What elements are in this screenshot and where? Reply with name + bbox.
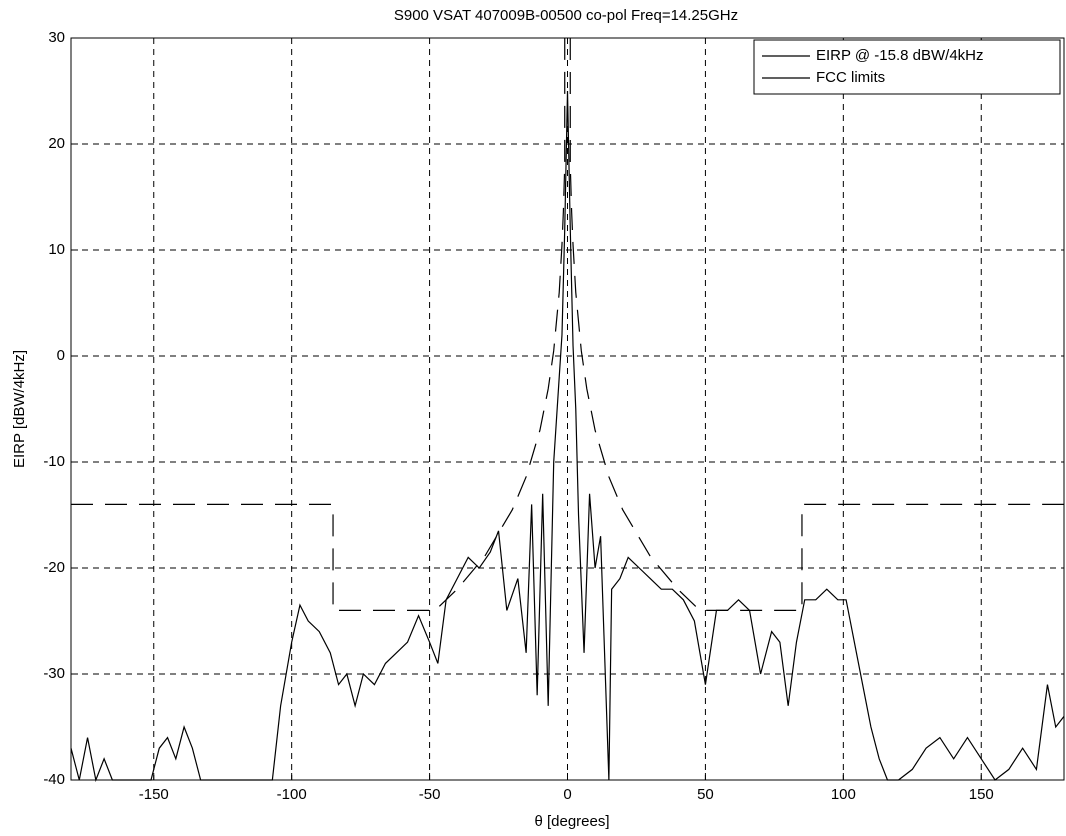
y-tick-label: -40	[43, 771, 65, 788]
x-tick-label: 150	[969, 786, 994, 803]
x-tick-label: -50	[419, 786, 441, 803]
x-tick-label: 50	[697, 786, 714, 803]
x-tick-label: 0	[563, 786, 571, 803]
y-tick-label: 20	[48, 135, 65, 152]
x-tick-label: -150	[139, 786, 169, 803]
y-tick-label: -20	[43, 559, 65, 576]
y-axis-label: EIRP [dBW/4kHz]	[11, 350, 28, 468]
x-tick-label: 100	[831, 786, 856, 803]
y-tick-label: 0	[57, 347, 65, 364]
legend-box	[753, 39, 1061, 95]
data-line	[71, 38, 1064, 611]
legend-label: FCC limits	[816, 69, 885, 86]
y-tick-label: 30	[48, 29, 65, 46]
x-tick-label: -100	[277, 786, 307, 803]
x-axis-label: θ [degrees]	[534, 813, 609, 830]
y-tick-label: 10	[48, 241, 65, 258]
legend-label: EIRP @ -15.8 dBW/4kHz	[816, 47, 984, 64]
chart-title: S900 VSAT 407009B-00500 co-pol Freq=14.2…	[394, 7, 738, 24]
plot-frame	[70, 37, 1065, 781]
y-tick-label: -30	[43, 665, 65, 682]
y-tick-label: -10	[43, 453, 65, 470]
